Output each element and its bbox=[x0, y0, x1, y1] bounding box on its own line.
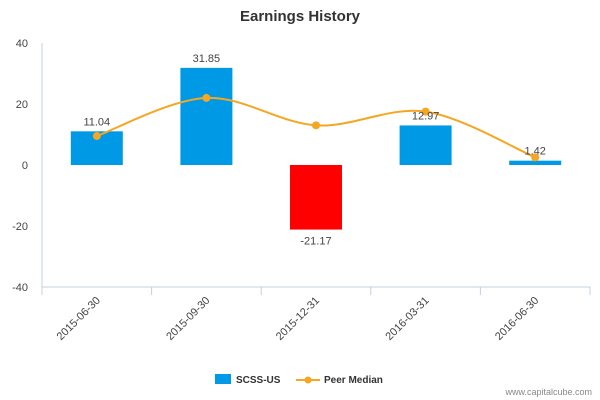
legend-label-peer-median: Peer Median bbox=[324, 375, 383, 386]
x-tick-label: 2016-03-31 bbox=[383, 295, 431, 343]
legend: SCSS-US Peer Median bbox=[215, 374, 383, 386]
y-tick-label: 40 bbox=[16, 38, 28, 50]
legend-marker-peer-median bbox=[304, 376, 312, 384]
y-tick-label: -20 bbox=[12, 221, 28, 233]
peer-median-point-2016-06-30 bbox=[531, 153, 540, 162]
bar-2016-03-31 bbox=[399, 125, 452, 165]
bar-value-label: 1.42 bbox=[524, 146, 545, 158]
x-tick-label: 2016-06-30 bbox=[493, 295, 541, 343]
bar-value-label: -21.17 bbox=[300, 236, 331, 248]
bar-value-label: 31.85 bbox=[193, 53, 221, 65]
peer-median-point-2015-09-30 bbox=[202, 93, 211, 102]
credit-text: www.capitalcube.com bbox=[504, 387, 592, 397]
x-tick-label: 2015-12-31 bbox=[274, 295, 322, 343]
peer-median-point-2015-06-30 bbox=[92, 132, 101, 141]
line-layer bbox=[92, 93, 540, 162]
chart-title: Earnings History bbox=[240, 8, 361, 25]
y-tick-label: 20 bbox=[16, 99, 28, 111]
y-tick-label: -40 bbox=[12, 282, 28, 294]
bar-value-label: 11.04 bbox=[83, 116, 110, 128]
x-tick-label: 2015-06-30 bbox=[55, 295, 103, 343]
bar-value-label: 12.97 bbox=[412, 110, 440, 122]
bar-2015-12-31 bbox=[290, 165, 342, 230]
legend-swatch-scss-us bbox=[215, 374, 231, 384]
bar-2016-06-30 bbox=[509, 160, 562, 165]
legend-label-scss-us: SCSS-US bbox=[236, 375, 281, 386]
peer-median-point-2016-03-31 bbox=[421, 107, 430, 116]
y-tick-label: 0 bbox=[22, 160, 28, 172]
peer-median-point-2015-12-31 bbox=[312, 121, 320, 130]
x-tick-label: 2015-09-30 bbox=[164, 295, 212, 343]
bar-2015-09-30 bbox=[180, 67, 233, 165]
bars-layer bbox=[70, 67, 562, 230]
labels-layer: 11.04 31.85 -21.17 12.97 1.42 bbox=[83, 53, 545, 248]
